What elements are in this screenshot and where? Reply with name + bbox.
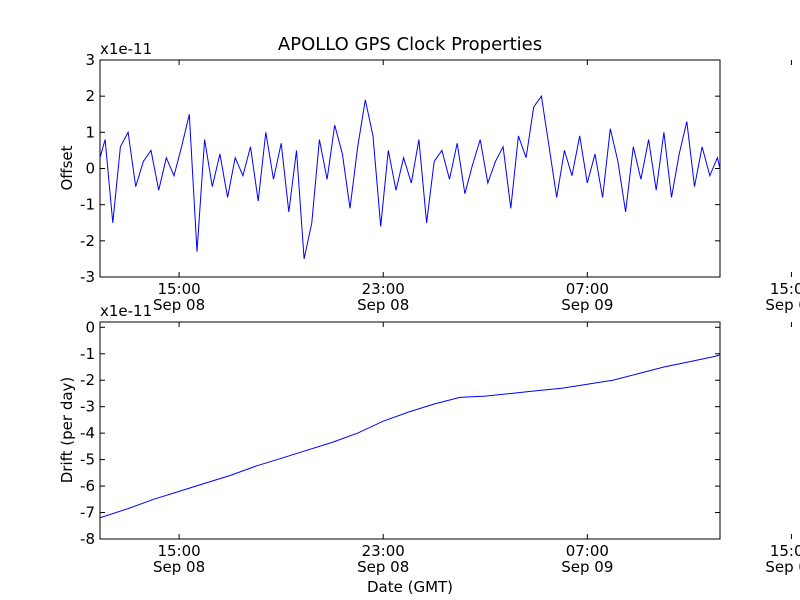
x-tick-label-time: 23:00 xyxy=(362,280,405,298)
drift-plot-area xyxy=(99,321,721,540)
x-tick-label-date: Sep 08 xyxy=(357,296,409,314)
y-tick-label: 0 xyxy=(85,160,95,178)
x-axis-label: Date (GMT) xyxy=(367,578,453,596)
x-tick-label-date: Sep 09 xyxy=(561,558,613,576)
offset-multiplier: x1e-11 xyxy=(100,40,152,58)
x-tick-label-time: 15:00 xyxy=(770,542,800,560)
y-tick-label: -5 xyxy=(80,451,95,469)
x-tick-label-time: 07:00 xyxy=(566,542,609,560)
x-tick-label-time: 15:00 xyxy=(157,542,200,560)
x-tick-label-time: 07:00 xyxy=(566,280,609,298)
y-tick-label: -6 xyxy=(80,477,95,495)
drift-y-axis-label: Drift (per day) xyxy=(58,377,76,484)
y-tick-label: -3 xyxy=(80,268,95,286)
x-tick-label-date: Sep 09 xyxy=(765,296,800,314)
y-tick-label: -1 xyxy=(80,196,95,214)
x-tick-label-time: 15:00 xyxy=(770,280,800,298)
y-tick-label: -8 xyxy=(80,530,95,548)
x-tick-label-time: 23:00 xyxy=(362,542,405,560)
offset-series-line xyxy=(100,94,720,260)
x-tick-label-time: 15:00 xyxy=(157,280,200,298)
x-tick-label-date: Sep 08 xyxy=(153,558,205,576)
drift-y-ticks: -8 -7 -6 -5 -4 -3 -2 -1 0 xyxy=(80,318,720,548)
x-tick-label-date: Sep 08 xyxy=(153,296,205,314)
offset-y-ticks: -3 -2 -1 0 1 2 3 xyxy=(80,51,720,286)
y-tick-label: -7 xyxy=(80,504,95,522)
y-tick-label: 3 xyxy=(85,51,95,69)
drift-multiplier: x1e-11 xyxy=(100,302,152,320)
x-tick-label-date: Sep 08 xyxy=(357,558,409,576)
y-tick-label: -4 xyxy=(80,424,95,442)
offset-series-group xyxy=(100,94,720,260)
x-tick-label-date: Sep 09 xyxy=(765,558,800,576)
y-tick-label: -3 xyxy=(80,398,95,416)
y-tick-label: 1 xyxy=(85,123,95,141)
y-tick-label: 2 xyxy=(85,87,95,105)
drift-series-line xyxy=(100,354,720,519)
drift-panel: x1e-11 Drift (per day) -8 -7 -6 -5 -4 -3 -2 -1 0… xyxy=(58,302,800,576)
y-tick-label: -2 xyxy=(80,232,95,250)
x-tick-label-date: Sep 09 xyxy=(561,296,613,314)
y-tick-label: -2 xyxy=(80,371,95,389)
offset-y-axis-label: Offset xyxy=(58,145,76,190)
y-tick-label: -1 xyxy=(80,345,95,363)
drift-series-group xyxy=(100,354,720,519)
y-tick-label: 0 xyxy=(85,318,95,336)
chart-title: APOLLO GPS Clock Properties xyxy=(278,34,542,55)
